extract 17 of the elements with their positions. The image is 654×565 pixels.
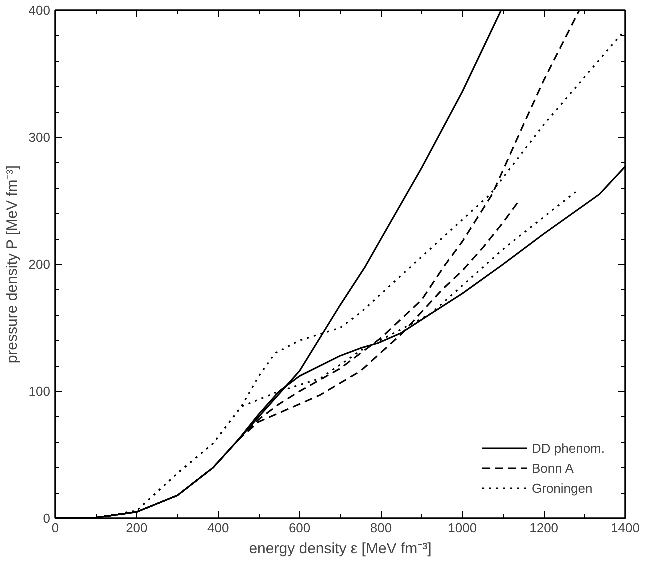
- x-tick-label: 200: [126, 520, 148, 536]
- legend-label: DD phenom.: [532, 440, 605, 456]
- x-axis-title: energy density ε [MeV fm⁻³]: [249, 540, 432, 558]
- legend-label: Groningen: [532, 480, 593, 496]
- legend-label: Bonn A: [532, 460, 574, 476]
- x-tick-label: 1000: [448, 520, 478, 536]
- x-tick-label: 1400: [611, 520, 640, 536]
- y-tick-label: 300: [28, 130, 51, 145]
- x-tick-label: 600: [288, 520, 311, 536]
- y-tick-label: 400: [28, 3, 51, 18]
- x-tick-label: 800: [370, 520, 392, 536]
- x-tick-label: 1200: [530, 520, 559, 536]
- y-tick-label: 0: [43, 511, 51, 526]
- y-tick-label: 200: [28, 257, 51, 272]
- x-tick-label: 400: [208, 520, 230, 536]
- y-axis-title: pressure density P [MeV fm⁻³]: [4, 166, 21, 364]
- y-tick-label: 100: [28, 384, 51, 399]
